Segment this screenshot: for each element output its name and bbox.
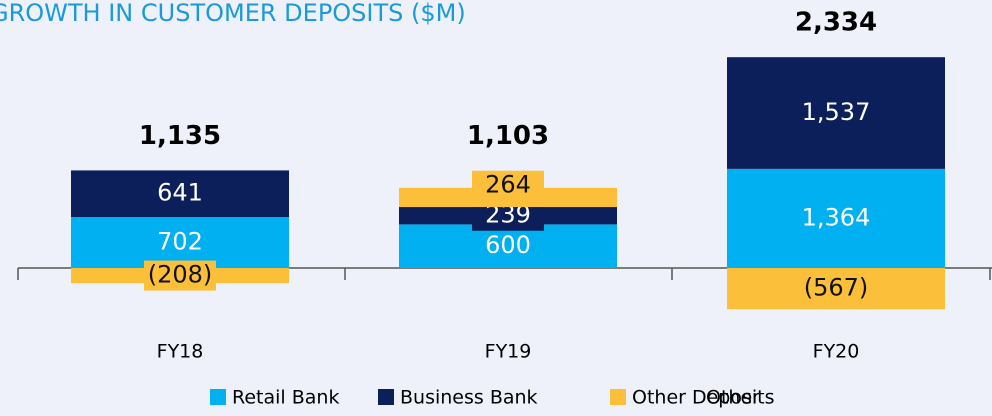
total-label: 1,103 [467, 121, 549, 151]
value-label: 702 [157, 227, 203, 255]
x-tick-label: FY18 [157, 341, 204, 363]
x-tick-label: FY20 [813, 341, 860, 363]
value-label: (208) [148, 261, 213, 289]
label-background [144, 260, 216, 291]
bar-segment [727, 57, 945, 169]
legend-swatch [378, 389, 394, 405]
bar-segment [71, 216, 289, 268]
total-label: 1,135 [139, 121, 221, 151]
value-label: 1,537 [802, 98, 871, 126]
total-label: 2,334 [795, 8, 877, 38]
legend-label: Retail Bank [232, 387, 339, 409]
legend-label: Other [706, 387, 760, 409]
value-label: 1,364 [802, 203, 871, 231]
bar-segment [399, 224, 617, 268]
legend-swatch [610, 389, 626, 405]
bar-segment [71, 170, 289, 217]
legend-label: Business Bank [400, 387, 538, 409]
value-label: 600 [485, 231, 531, 259]
label-background [472, 170, 544, 201]
bar-segment [727, 268, 945, 310]
legend-swatch [210, 389, 226, 405]
legend-label: Other Deposits [632, 387, 775, 409]
x-tick-label: FY19 [485, 341, 532, 363]
value-label: 264 [485, 171, 531, 199]
value-label: 641 [157, 179, 203, 207]
chart-title: GROWTH IN CUSTOMER DEPOSITS ($M) [0, 0, 466, 27]
bar-segment [727, 168, 945, 268]
value-label: (567) [804, 274, 869, 302]
